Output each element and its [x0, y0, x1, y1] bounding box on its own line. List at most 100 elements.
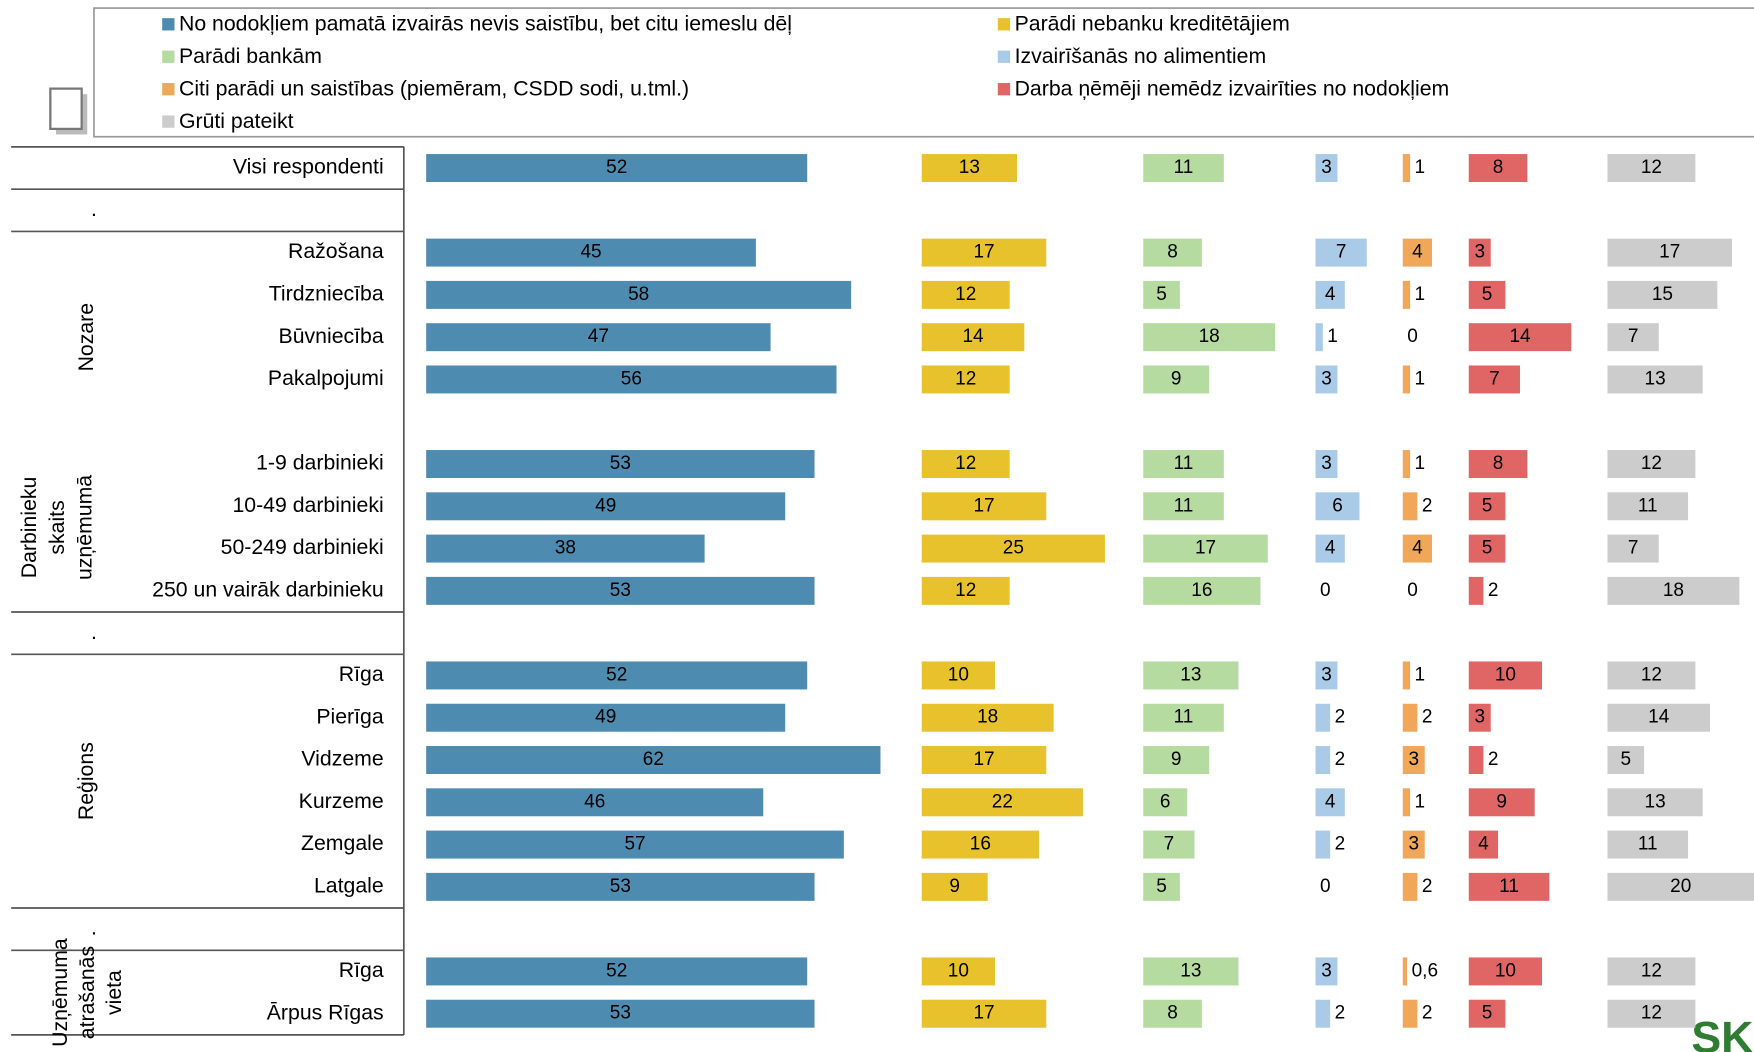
bar [1315, 154, 1338, 183]
bar [1607, 661, 1696, 690]
bar [426, 661, 808, 690]
group-label: uzņēmumā [73, 475, 97, 580]
value-label: 8 [1167, 1003, 1178, 1024]
value-label: 53 [610, 1003, 631, 1024]
bar [1468, 450, 1528, 479]
row-label: Kurzeme [299, 789, 384, 813]
value-label: 46 [584, 791, 605, 812]
row-label: 50-249 darbinieki [221, 535, 384, 559]
value-label: 5 [1156, 876, 1167, 897]
value-label: 12 [1641, 453, 1662, 474]
bar [1607, 492, 1689, 521]
bar [1315, 703, 1331, 732]
value-label: 6 [1332, 495, 1343, 516]
value-label: 1 [1415, 157, 1426, 178]
bar [1402, 450, 1411, 479]
bar [1315, 746, 1331, 774]
bar [921, 957, 996, 986]
bar [921, 830, 1039, 859]
value-label: 1 [1415, 791, 1426, 812]
legend-box [93, 7, 1754, 138]
bar [1468, 323, 1572, 352]
bar [1315, 957, 1338, 986]
bar [1607, 323, 1659, 352]
value-label: 3 [1321, 453, 1332, 474]
value-label: 52 [606, 664, 627, 685]
value-label: 16 [1191, 580, 1212, 601]
value-label: 2 [1422, 707, 1433, 728]
bar [1143, 703, 1224, 732]
bar [921, 999, 1047, 1028]
bar [1607, 957, 1696, 986]
bar [426, 238, 756, 267]
bar [1315, 323, 1323, 352]
value-label: 4 [1325, 538, 1336, 559]
value-label: 38 [555, 538, 576, 559]
bar [921, 280, 1010, 309]
value-label: 14 [1509, 326, 1531, 347]
bar [1143, 661, 1239, 690]
row-label: Rīga [339, 958, 384, 982]
value-label: 3 [1408, 834, 1419, 855]
value-label: 2 [1488, 580, 1499, 601]
value-label: 4 [1412, 242, 1423, 263]
value-label: 20 [1670, 876, 1691, 897]
bar [426, 703, 786, 732]
value-label: 11 [1174, 157, 1194, 178]
copy-icon [49, 87, 88, 135]
value-label: 7 [1628, 326, 1639, 347]
bar [1402, 534, 1433, 563]
bar [1315, 830, 1331, 859]
group-label: atrašanās [75, 946, 99, 1039]
bar [1143, 365, 1210, 394]
value-label: 52 [606, 157, 627, 178]
value-label: 2 [1422, 495, 1433, 516]
value-label: 2 [1335, 1003, 1346, 1024]
value-label: 0,6 [1412, 960, 1438, 981]
value-label: 53 [610, 453, 631, 474]
value-label: 8 [1493, 453, 1504, 474]
bar [426, 365, 837, 394]
value-label: 2 [1488, 749, 1499, 770]
bar [1143, 957, 1239, 986]
bar [1607, 450, 1696, 479]
row-label: Ārpus Rīgas [267, 1000, 384, 1024]
bar [1468, 492, 1506, 521]
value-label: 47 [588, 326, 609, 347]
bar [921, 661, 996, 690]
bar [1607, 154, 1696, 183]
value-label: 5 [1482, 1003, 1493, 1024]
value-label: 17 [973, 242, 994, 263]
bar [1468, 365, 1521, 394]
bar [1143, 788, 1188, 817]
bar [1468, 830, 1499, 859]
row-label: Zemgale [301, 831, 384, 855]
group-label: . [91, 620, 97, 644]
value-label: 49 [595, 495, 616, 516]
bar [1468, 661, 1543, 690]
value-label: 10 [948, 664, 969, 685]
bar [1402, 365, 1411, 394]
bar [921, 872, 988, 901]
value-label: 0 [1320, 580, 1331, 601]
bar [1607, 280, 1718, 309]
value-label: 3 [1408, 749, 1419, 770]
legend-label: No nodokļiem pamatā izvairās nevis saist… [179, 11, 792, 35]
bar [426, 746, 881, 774]
bar [921, 365, 1010, 394]
value-label: 2 [1422, 876, 1433, 897]
group-label: Nozare [74, 303, 98, 372]
value-label: 12 [955, 284, 976, 305]
value-label: 8 [1167, 242, 1178, 263]
value-label: 3 [1321, 368, 1332, 389]
value-label: 11 [1174, 453, 1194, 474]
value-label: 4 [1325, 284, 1336, 305]
value-label: 10 [1495, 960, 1516, 981]
bar [1468, 872, 1550, 901]
value-label: 13 [1645, 368, 1666, 389]
value-label: 4 [1412, 538, 1423, 559]
value-label: 7 [1628, 538, 1639, 559]
bar [1402, 788, 1411, 817]
bar [921, 154, 1017, 183]
value-label: 6 [1160, 791, 1171, 812]
